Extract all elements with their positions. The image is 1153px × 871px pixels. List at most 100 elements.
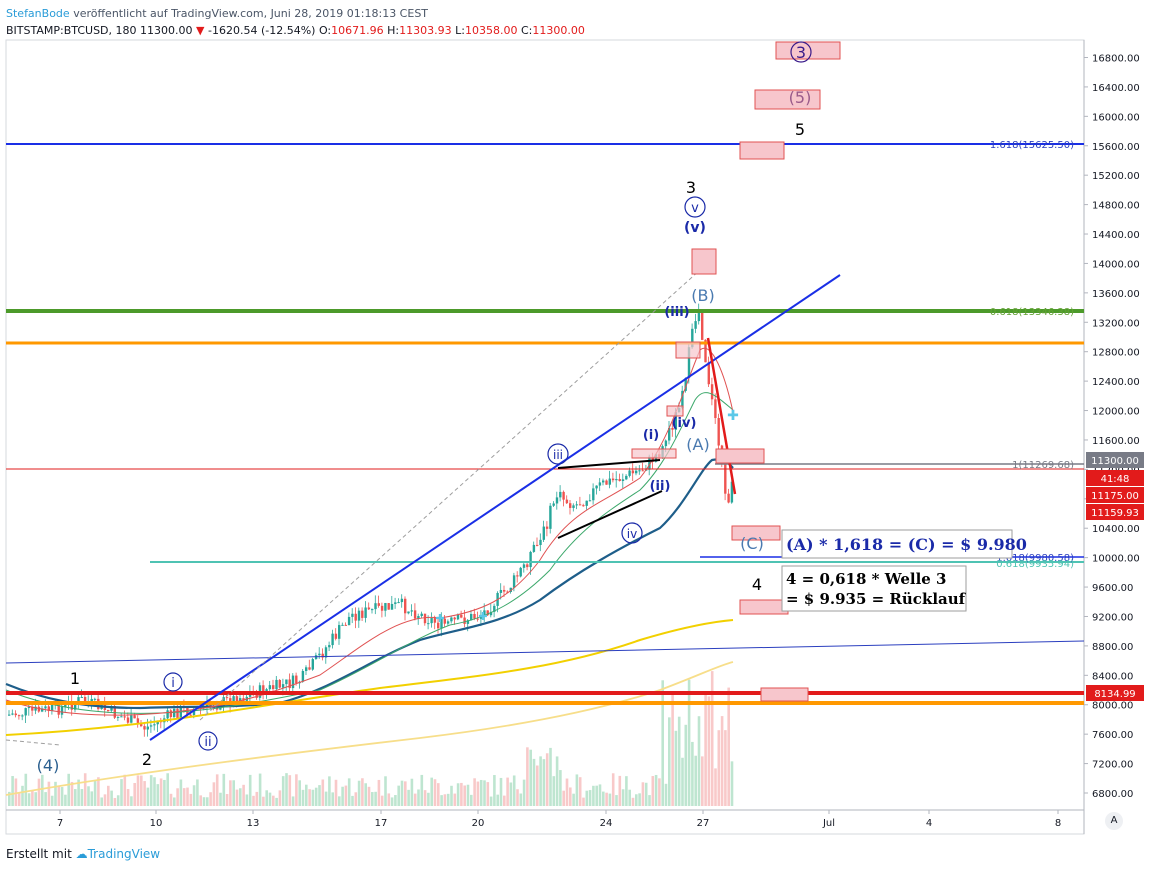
note-text-w4-line2: = $ 9.935 = Rücklauf [786,590,967,608]
volume-bar [697,716,701,806]
auto-scale-button[interactable]: A [1105,812,1123,830]
volume-bar [60,787,64,806]
candle-body [641,470,644,472]
volume-bar [182,788,186,806]
volume-bar [324,791,328,806]
volume-bar [380,795,384,806]
candle-body [47,706,50,712]
target-box-w5 [739,141,785,160]
candle-body [404,598,407,614]
candle-body [529,551,532,568]
volume-bar [334,779,338,806]
candle-body [707,362,710,385]
candle-body [278,679,281,688]
candle-body [519,567,522,577]
volume-bar [539,756,542,806]
volume-bar [305,784,308,806]
candle-body [417,616,420,619]
candle-body [400,598,404,603]
ma-fast-line [5,347,734,716]
price-tick-label: 9600.00 [1092,583,1133,594]
volume-bar [588,790,592,806]
publish-info: veröffentlicht auf TradingView.com, Juni… [73,7,429,20]
volume-bar [602,791,605,806]
time-tick-label: 27 [697,818,710,829]
volume-bar [717,730,721,806]
volume-bar [159,778,163,806]
price-tick-label: 7600.00 [1092,730,1133,741]
volume-bar [262,796,265,806]
candle-body [136,718,140,724]
candle-body [367,607,371,610]
volume-bar [57,785,61,806]
volume-bar [222,773,226,806]
volume-bar [321,779,325,806]
candle-body [328,645,331,648]
volume-bar [354,792,358,806]
volume-bar [311,789,315,806]
candle-body [361,610,364,618]
volume-bar [239,788,242,806]
price-axis[interactable]: 16800.00 16400.00 16000.00 15600.00 15200.00… [1084,54,1140,801]
candle-body [430,618,433,624]
time-axis[interactable]: 7 10 13 17 20 24 27 Jul 4 8 [57,810,1061,829]
candle-body [555,497,559,504]
price-tick-label: 8000.00 [1092,701,1133,712]
candle-body [179,706,182,719]
candle-body [255,692,258,698]
price-label-bg [1086,487,1144,503]
candle-body [70,701,74,710]
volume-bar [509,782,513,806]
volume-bar [430,777,433,806]
candle-body [31,706,34,711]
wave-label-3-circle-icon [790,41,812,63]
volume-bar [179,779,183,806]
volume-bar [70,781,74,806]
candle-body [506,591,509,593]
volume-bar [64,794,67,806]
candle-body [44,706,47,709]
candle-body [516,575,519,577]
volume-bar [562,790,565,806]
price-tick-label: 6800.00 [1092,789,1133,800]
volume-bar [423,790,427,806]
price-label-text: 11175.00 [1091,491,1139,502]
candle-body [351,613,354,617]
volume-bar [618,775,622,806]
wave-label-1: 1 [70,669,80,688]
price-tick-label: 14400.00 [1092,230,1140,241]
candle-body [153,724,156,726]
candle-body [413,610,417,619]
volume-bar [387,793,391,806]
candle-body [285,679,288,685]
wave-label-paren-4: (4) [37,756,60,775]
candle-body [456,614,460,620]
footer-brand[interactable]: TradingView [87,847,161,861]
candle-body [552,503,555,506]
volume-bar [176,788,179,806]
target-box-w5-paren [754,89,821,110]
author-name[interactable]: StefanBode [6,7,70,20]
candle-body [133,715,136,719]
volume-bar [578,777,582,806]
volume-bar [143,781,146,806]
volume-bar [331,792,334,806]
volume-bar [344,785,348,806]
volume-bar [671,693,674,806]
candle-body [562,491,565,500]
candle-body [390,603,394,610]
open-value: 10671.96 [331,24,384,37]
trendline-dashed-left [5,739,61,746]
volume-bar [367,786,371,806]
volume-bar [466,784,470,806]
volume-bar [153,777,156,806]
candle-body [173,708,176,718]
candle-body [572,505,575,508]
candle-body [423,613,427,624]
volume-bar [97,777,100,806]
volume-bar [707,696,711,806]
volume-bar [691,741,694,806]
volume-bar [229,780,232,806]
candle-body [308,667,311,670]
